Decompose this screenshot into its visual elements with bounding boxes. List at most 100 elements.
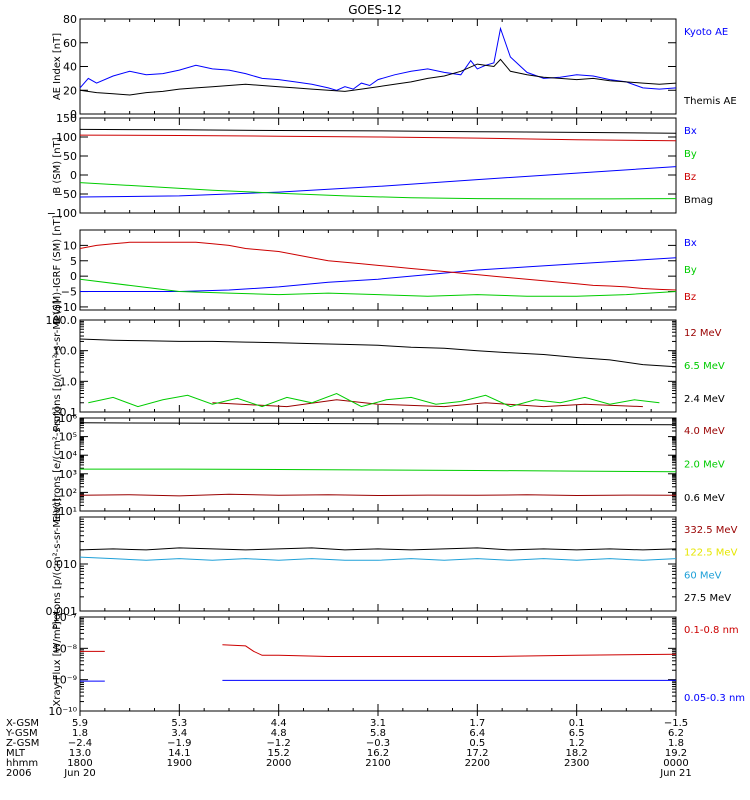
legend-label: Bz [684, 172, 696, 183]
legend-label: Bx [684, 238, 697, 249]
series-line-1 [88, 392, 660, 408]
legend-label: By [684, 149, 697, 160]
y-tick-label: 10³ [59, 468, 77, 481]
x-row-value: 2200 [465, 758, 490, 769]
y-tick-label: 0 [70, 270, 77, 283]
y-axis-label: AE Index [nT] [52, 33, 63, 100]
x-row-label: Z-GSM [6, 738, 39, 749]
x-row-value: 6.2 [668, 728, 684, 739]
x-row-label: X-GSM [6, 718, 39, 729]
panel-1: −100 −50 0 50 100 150 B (SM) [nT] Bx By Bz Bmag [47, 112, 713, 220]
y-tick-label: 40 [63, 61, 77, 74]
panel-frame [79, 516, 677, 612]
y-tick-label: 20 [63, 84, 77, 97]
x-row-value: −0.3 [366, 738, 390, 749]
y-tick-label: 80 [63, 13, 77, 26]
x-row-value: 3.4 [171, 728, 187, 739]
legend-label: 122.5 MeV [684, 548, 738, 559]
y-axis-label: Electrons [e/(cm²-s-sr)] [52, 407, 63, 523]
y-tick-label: 0 [70, 108, 77, 121]
x-row-value: 1900 [167, 758, 192, 769]
y-tick-label: −5 [61, 286, 77, 299]
series-line-3 [79, 547, 677, 551]
x-row-value: 1.7 [469, 718, 485, 729]
series-line-0 [80, 257, 677, 292]
x-row-label: hhmm [6, 758, 38, 769]
y-tick-label: 10.0 [53, 345, 78, 358]
series-line-2 [79, 338, 677, 368]
legend-label: 6.5 MeV [684, 361, 725, 372]
y-tick-label: 5 [70, 255, 77, 268]
x-row-value: 4.8 [271, 728, 287, 739]
x-row-value: 5.8 [370, 728, 386, 739]
y-tick-label: 10⁻⁷ [53, 611, 77, 624]
y-tick-label: 60 [63, 37, 77, 50]
y-tick-label: 100.0 [46, 314, 78, 327]
y-tick-label: 100 [56, 131, 77, 144]
x-row-value: −1.5 [664, 718, 688, 729]
legend-label: 4.0 MeV [684, 426, 725, 437]
x-row-value: 15.2 [268, 748, 290, 759]
series-line-1 [79, 58, 677, 96]
series-line-2 [79, 241, 677, 291]
x-row-label: Y-GSM [5, 728, 38, 739]
panel-2: −10 −5 0 5 10B (SM)-IGRF (SM) [nT] Bx By Bz [52, 215, 697, 324]
x-row-value: 5.9 [72, 718, 88, 729]
x-row-value: 1.2 [569, 738, 585, 749]
x-row-value: −1.9 [167, 738, 191, 749]
legend-label: 60 MeV [684, 570, 722, 581]
legend-label: 27.5 MeV [684, 593, 731, 604]
y-tick-label: 10⁶ [59, 412, 78, 425]
legend-label: By [684, 265, 697, 276]
x-row-value: 13.0 [69, 748, 91, 759]
y-tick-label: 10¹ [59, 505, 77, 518]
y-axis-label: Protons [p/(cm²-s-sr-MeV)] [52, 300, 63, 432]
x-row-value: 14.1 [168, 748, 190, 759]
x-row-label: 2006 [6, 768, 31, 779]
series-line-1 [79, 182, 677, 200]
x-row-value: Jun 20 [63, 768, 96, 779]
x-row-value: 5.3 [171, 718, 187, 729]
y-tick-label: 10⁴ [59, 449, 78, 462]
y-tick-label: −50 [54, 188, 77, 201]
y-tick-label: 50 [63, 150, 77, 163]
series-line-2 [79, 422, 677, 426]
x-row-value: 4.4 [271, 718, 287, 729]
x-row-value: 16.2 [367, 748, 389, 759]
series-line-0 [80, 644, 677, 657]
x-row-value: 17.2 [466, 748, 488, 759]
x-row-value: −1.2 [267, 738, 291, 749]
y-tick-label: 10² [59, 486, 77, 499]
y-tick-label: 150 [56, 112, 77, 125]
x-row-value: 6.4 [469, 728, 485, 739]
series-line-2 [79, 556, 677, 561]
legend-label: Themis AE [683, 96, 737, 107]
x-row-value: 6.5 [569, 728, 585, 739]
x-row-value: 2100 [365, 758, 390, 769]
plot-title: GOES-12 [348, 3, 402, 17]
y-axis-label: B (SM) [nT] [52, 137, 63, 193]
y-axis-label: B (SM)-IGRF (SM) [nT] [52, 215, 63, 324]
y-tick-label: 10⁻¹⁰ [48, 705, 77, 718]
y-tick-label: 0.010 [46, 558, 78, 571]
panel-frame [79, 417, 677, 512]
y-tick-label: −10 [54, 301, 77, 314]
series-line-2 [79, 134, 677, 142]
legend-label: Kyoto AE [684, 27, 728, 38]
legend-label: 0.1-0.8 nm [684, 625, 739, 636]
legend-label: Bz [684, 292, 696, 303]
legend-label: 0.6 MeV [684, 493, 725, 504]
y-tick-label: 10⁻⁹ [53, 674, 77, 687]
x-row-value: 2000 [266, 758, 291, 769]
x-row-value: −2.4 [68, 738, 92, 749]
series-line-1 [80, 679, 676, 682]
x-row-value: Jun 21 [659, 768, 692, 779]
y-tick-label: 10 [63, 239, 77, 252]
x-row-value: 0000 [663, 758, 688, 769]
x-row-value: 0.5 [469, 738, 485, 749]
x-axis-annotation: X-GSM 5.9 5.3 4.4 3.1 1.7 0.1 −1.5 Y-GSM 1.8 3.4 4.… [5, 711, 692, 779]
y-axis-label: Protons [p/(cm²-s-sr-MeV)] [52, 498, 63, 630]
